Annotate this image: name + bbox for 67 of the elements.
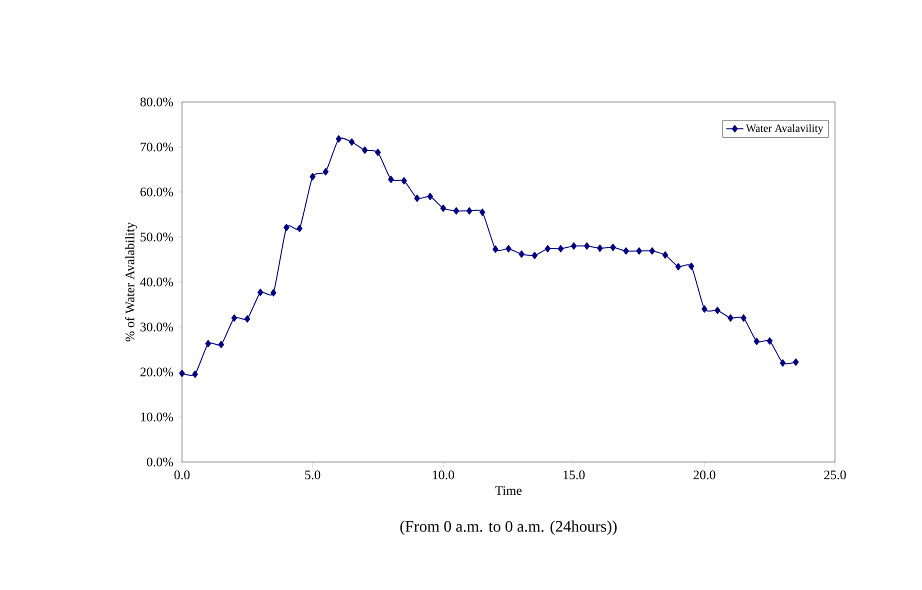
x-tick-label: 0.0 [174, 470, 190, 480]
point [375, 148, 381, 156]
point [479, 208, 486, 216]
y-tick-label: 50.0% [140, 232, 174, 242]
point [623, 247, 629, 255]
point [296, 224, 302, 232]
point [702, 305, 708, 313]
point [506, 245, 512, 252]
y-tick-label: 40.0% [140, 278, 174, 286]
point [740, 314, 746, 322]
point [570, 242, 577, 250]
x-tick-label: 15.0 [564, 470, 585, 480]
y-tick-label: 60.0% [140, 188, 174, 196]
point [766, 337, 773, 345]
point [675, 263, 682, 270]
point [179, 370, 185, 378]
point [792, 358, 799, 366]
point [348, 138, 355, 146]
x-tick-label: 10.0 [432, 470, 454, 480]
x-axis-title: Time [495, 486, 522, 495]
point [532, 252, 538, 260]
point [636, 247, 642, 255]
y-tick-label: 80.0% [140, 98, 174, 106]
point [662, 251, 668, 259]
point [336, 135, 342, 143]
legend-label: Water Avalavility [746, 124, 824, 134]
x-tick-label: 20.0 [694, 470, 716, 480]
y-tick-label: 10.0% [141, 412, 174, 422]
point [610, 244, 616, 252]
point [231, 314, 238, 322]
point [649, 247, 656, 255]
point [584, 242, 590, 250]
point [414, 194, 420, 202]
point [257, 288, 264, 296]
point [466, 207, 472, 215]
point [388, 176, 394, 184]
point [244, 315, 250, 323]
point [322, 168, 329, 176]
point [270, 289, 276, 296]
point [218, 340, 224, 348]
point [192, 370, 198, 378]
y-tick-label: 20.0% [140, 368, 174, 376]
point [544, 245, 551, 252]
point [728, 314, 734, 322]
point [558, 245, 564, 252]
point [401, 177, 407, 184]
point [453, 207, 460, 215]
y-tick-label: 70.0% [140, 142, 174, 152]
y-axis-title: % of Water Avalability [125, 222, 138, 342]
point [427, 192, 434, 200]
point [310, 173, 316, 180]
point [754, 338, 760, 346]
point [362, 146, 368, 154]
point [440, 204, 446, 212]
point [284, 224, 290, 232]
point [518, 250, 524, 258]
y-tick-label: 0.0% [146, 458, 174, 466]
point [714, 306, 720, 314]
x-tick-label: 5.0 [305, 470, 320, 480]
x-tick-label: 25.0 [824, 470, 846, 480]
point [780, 359, 786, 367]
point [688, 262, 694, 270]
text: (From 0 a.m. to 0 a.m. (24hours)) [400, 520, 617, 536]
point [205, 340, 212, 348]
point [492, 245, 498, 253]
y-tick-label: 30.0% [140, 322, 174, 332]
point [597, 244, 603, 252]
